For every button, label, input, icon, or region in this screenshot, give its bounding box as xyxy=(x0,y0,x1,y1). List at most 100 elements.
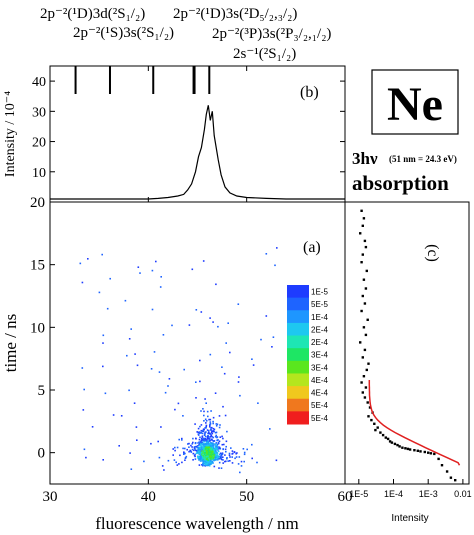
scatter-point xyxy=(83,448,86,451)
scatter-point xyxy=(225,342,227,344)
scatter-point xyxy=(184,452,186,455)
scatter-point xyxy=(218,453,221,456)
colorbar-swatch xyxy=(287,348,309,362)
scatter-point xyxy=(222,462,224,464)
panel-c-point xyxy=(393,442,397,446)
scatter-point xyxy=(151,308,154,311)
scatter-point xyxy=(272,336,275,338)
scatter-point xyxy=(209,444,211,447)
scatter-point xyxy=(215,452,217,455)
panel-c-point xyxy=(386,437,390,441)
scatter-point xyxy=(167,385,169,387)
scatter-point xyxy=(215,445,217,448)
panel-a-ytick-label: 20 xyxy=(30,195,45,211)
panel-b-ytick-label: 40 xyxy=(32,75,46,90)
panel-c-point xyxy=(390,441,394,444)
scatter-point xyxy=(197,445,199,447)
scatter-point xyxy=(218,426,221,429)
scatter-point xyxy=(198,452,201,455)
scatter-point xyxy=(203,444,206,447)
panel-c-point xyxy=(381,433,385,437)
panel-a-xtick-label: 50 xyxy=(239,489,254,505)
scatter-point xyxy=(211,450,214,453)
scatter-point xyxy=(214,451,217,454)
scatter-point xyxy=(174,449,176,452)
scatter-point xyxy=(211,426,213,429)
scatter-point xyxy=(185,455,188,458)
scatter-point xyxy=(161,465,164,467)
scatter-point xyxy=(194,453,196,456)
scatter-point xyxy=(201,459,203,461)
scatter-point xyxy=(195,381,197,383)
scatter-point xyxy=(239,471,241,474)
scatter-point xyxy=(251,443,253,446)
scatter-point xyxy=(178,463,180,465)
scatter-point xyxy=(274,264,276,267)
scatter-point xyxy=(215,425,218,427)
scatter-point xyxy=(203,461,206,464)
scatter-point xyxy=(193,454,196,457)
scatter-point xyxy=(182,447,184,450)
panel-c-point xyxy=(363,302,367,305)
scatter-point xyxy=(216,443,219,446)
scatter-point xyxy=(183,368,185,371)
scatter-point xyxy=(198,464,201,466)
scatter-point xyxy=(238,456,241,458)
scatter-point xyxy=(162,334,165,336)
scatter-point xyxy=(256,461,258,464)
scatter-point xyxy=(204,455,207,457)
scatter-point xyxy=(222,459,224,461)
panel-c-point xyxy=(361,224,364,227)
scatter-point xyxy=(197,442,199,444)
scatter-point xyxy=(231,453,233,455)
colorbar-swatch xyxy=(287,297,309,311)
panel-c-point xyxy=(360,261,363,264)
scatter-point xyxy=(214,392,217,394)
scatter-point xyxy=(226,457,228,460)
scatter-point xyxy=(157,440,159,443)
scatter-point xyxy=(198,432,201,434)
colorbar-label: 3E-4 xyxy=(311,351,328,360)
scatter-point xyxy=(217,439,219,441)
scatter-point xyxy=(203,455,206,457)
scatter-point xyxy=(221,366,223,368)
scatter-point xyxy=(196,452,198,455)
scatter-point xyxy=(237,381,240,383)
scatter-point xyxy=(203,410,205,413)
scatter-point xyxy=(202,438,204,440)
scatter-point xyxy=(200,445,203,447)
scatter-point xyxy=(218,455,221,458)
scatter-point xyxy=(209,451,212,453)
transition-label-2: 2p⁻²(¹S)3s(²S₁/₂) xyxy=(73,25,174,41)
scatter-point xyxy=(199,443,202,445)
panel-c-point xyxy=(364,287,368,290)
scatter-point xyxy=(209,463,212,465)
panel-c-point xyxy=(368,406,372,409)
panel-c-point xyxy=(362,278,366,281)
scatter-point xyxy=(202,429,204,432)
scatter-point xyxy=(209,353,212,356)
scatter-point xyxy=(216,439,218,442)
scatter-point xyxy=(251,358,253,360)
scatter-point xyxy=(206,463,209,465)
scatter-point xyxy=(201,449,203,452)
scatter-point xyxy=(215,423,218,425)
scatter-point xyxy=(215,454,218,457)
scatter-point xyxy=(201,441,204,444)
scatter-point xyxy=(201,432,204,435)
scatter-point xyxy=(134,353,136,355)
panel-a-ytick-label: 10 xyxy=(30,320,45,336)
scatter-point xyxy=(208,432,211,435)
panel-c-label: (c) xyxy=(424,244,441,262)
scatter-point xyxy=(198,438,201,441)
scatter-point xyxy=(192,437,194,440)
colorbar-label: 5E-4 xyxy=(311,414,328,423)
scatter-point xyxy=(257,402,259,404)
scatter-point xyxy=(201,464,203,466)
scatter-point xyxy=(196,451,199,454)
scatter-point xyxy=(225,450,227,453)
scatter-point xyxy=(239,394,241,397)
scatter-point xyxy=(199,436,201,439)
scatter-point xyxy=(207,452,210,455)
scatter-point xyxy=(201,456,204,458)
